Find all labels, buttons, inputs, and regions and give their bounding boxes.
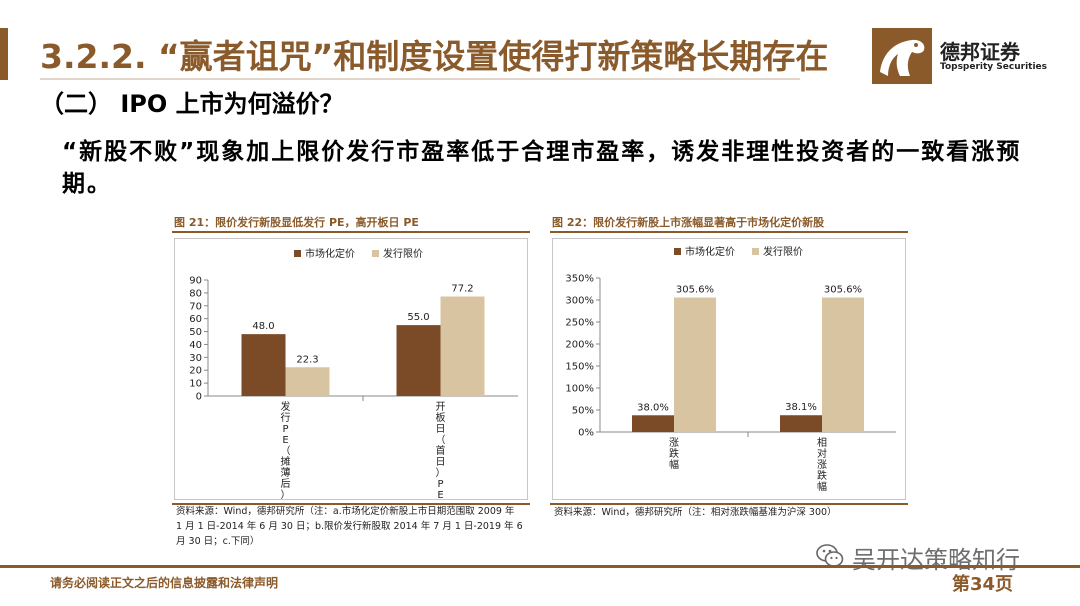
source-line: 资料来源：Wind，德邦研究所（注：相对涨跌幅基准为沪深 300） bbox=[554, 507, 837, 518]
y-tick-label: 350% bbox=[565, 274, 594, 285]
y-tick-label: 50% bbox=[572, 406, 594, 417]
x-category-label: 涨跌幅 bbox=[669, 437, 679, 471]
y-tick-label: 200% bbox=[565, 340, 594, 351]
brand-name-en: Topsperity Securities bbox=[940, 62, 1047, 72]
source-line: 月 30 日；c.下同） bbox=[176, 536, 260, 547]
figure21-source: 资料来源：Wind，德邦研究所（注：a.市场化定价新股上市日期范围取 2009 … bbox=[176, 504, 532, 549]
figure22-source-rule bbox=[550, 503, 908, 505]
figure22-caption-rule bbox=[550, 231, 908, 233]
y-tick-label: 250% bbox=[565, 318, 594, 329]
data-label: 38.0% bbox=[637, 402, 669, 413]
y-tick-label: 300% bbox=[565, 296, 594, 307]
bar bbox=[632, 415, 674, 432]
data-label: 38.1% bbox=[785, 402, 817, 413]
footer-rule bbox=[0, 565, 1080, 568]
footer-disclaimer: 请务必阅读正文之后的信息披露和法律声明 bbox=[50, 576, 279, 590]
figure22-caption: 图 22：限价发行新股上市涨幅显著高于市场化定价新股 bbox=[552, 216, 825, 229]
x-category-label: 发行 P E （摊薄后） bbox=[281, 400, 291, 500]
bar bbox=[780, 415, 822, 432]
topsperity-logo-icon bbox=[872, 28, 932, 84]
y-tick-label: 0 bbox=[196, 392, 202, 403]
legend-swatch bbox=[294, 250, 301, 257]
source-line: 1 月 1 日-2014 年 6 月 30 日；b.限价发行新股取 2014 年… bbox=[176, 521, 523, 532]
legend-label: 发行限价 bbox=[383, 247, 423, 260]
title-underline bbox=[40, 78, 800, 80]
bar bbox=[822, 297, 864, 432]
bar bbox=[440, 296, 485, 396]
y-tick-label: 50 bbox=[189, 327, 202, 338]
figure21-source-rule bbox=[172, 503, 530, 505]
y-tick-label: 40 bbox=[189, 340, 202, 351]
x-category-label: 开板日（首日） P E bbox=[436, 402, 446, 500]
page-number: 第34页 bbox=[952, 574, 1014, 595]
y-tick-label: 90 bbox=[189, 276, 202, 287]
figure21-caption-rule bbox=[172, 231, 530, 233]
data-label: 305.6% bbox=[824, 285, 862, 296]
brand-name: 德邦证券 bbox=[940, 40, 1020, 64]
x-category-label: 相对涨跌幅 bbox=[817, 436, 827, 493]
y-tick-label: 10 bbox=[189, 379, 202, 390]
figure21-caption: 图 21：限价发行新股显低发行 PE，高开板日 PE bbox=[174, 216, 419, 229]
data-label: 305.6% bbox=[676, 285, 714, 296]
figure22-source: 资料来源：Wind，德邦研究所（注：相对涨跌幅基准为沪深 300） bbox=[554, 505, 910, 520]
legend-label: 市场化定价 bbox=[305, 247, 355, 260]
bar bbox=[285, 367, 330, 396]
slide-title: 3.2.2. “赢者诅咒”和制度设置使得打新策略长期存在 bbox=[40, 37, 829, 76]
y-tick-label: 0% bbox=[578, 428, 594, 439]
section-subtitle: （二） IPO 上市为何溢价？ bbox=[40, 90, 344, 118]
y-tick-label: 100% bbox=[565, 384, 594, 395]
figure22-chart: 市场化定价 发行限价 0% 50% 100% 150% 200% 250% 300% 350% 38… bbox=[565, 245, 896, 493]
body-paragraph: “新股不败”现象加上限价发行市盈率低于合理市盈率，诱发非理性投资者的一致看涨预期… bbox=[62, 139, 1022, 197]
y-tick-label: 80 bbox=[189, 288, 202, 299]
legend-swatch bbox=[674, 248, 681, 255]
legend-swatch bbox=[372, 250, 379, 257]
bar bbox=[396, 325, 441, 396]
bar bbox=[241, 334, 286, 396]
title-accent-bar bbox=[0, 28, 8, 80]
source-line: 资料来源：Wind，德邦研究所（注：a.市场化定价新股上市日期范围取 2009 … bbox=[176, 506, 515, 517]
data-label: 48.0 bbox=[252, 321, 274, 332]
y-tick-label: 150% bbox=[565, 362, 594, 373]
data-label: 77.2 bbox=[451, 283, 473, 294]
data-label: 55.0 bbox=[407, 312, 429, 323]
legend-label: 发行限价 bbox=[763, 245, 803, 258]
wechat-icon bbox=[816, 544, 844, 567]
legend-label: 市场化定价 bbox=[685, 245, 735, 258]
watermark-text: 吴开达策略知行 bbox=[852, 546, 1020, 574]
legend-swatch bbox=[752, 248, 759, 255]
y-tick-label: 30 bbox=[189, 353, 202, 364]
y-tick-label: 70 bbox=[189, 301, 202, 312]
y-tick-label: 60 bbox=[189, 314, 202, 325]
bar bbox=[674, 297, 716, 432]
data-label: 22.3 bbox=[296, 354, 318, 365]
y-tick-label: 20 bbox=[189, 366, 202, 377]
